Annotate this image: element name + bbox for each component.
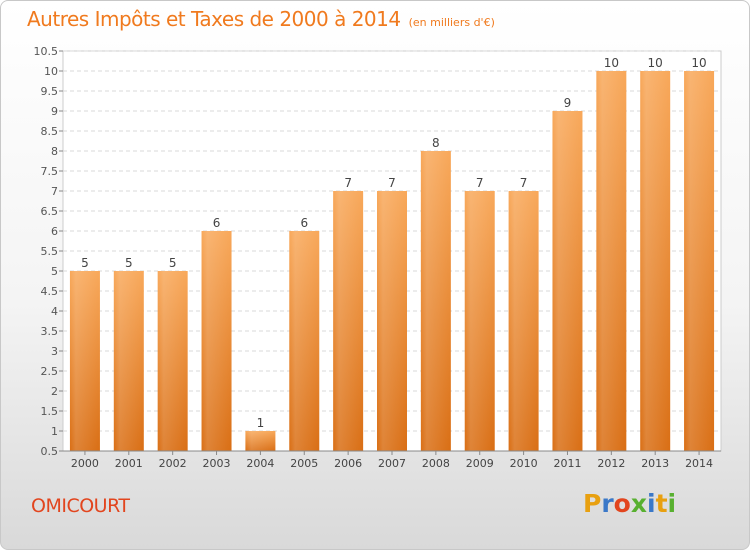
x-tick-label: 2001 [115, 457, 143, 470]
y-tick-label: 10 [44, 65, 58, 78]
bar-highlight [201, 231, 232, 451]
data-label: 10 [691, 56, 706, 70]
x-axis: 2000 2001 2002 2003 2004 2005 2006 2007 2008 2009… [63, 450, 721, 470]
x-tick-label: 2011 [553, 457, 581, 470]
y-tick-label: 3.5 [41, 325, 59, 338]
logo-letter: r [601, 489, 614, 518]
data-label: 6 [213, 216, 221, 230]
proxiti-logo: Proxiti [583, 489, 676, 518]
chart-subtitle: (en milliers d'€) [408, 16, 495, 29]
logo-letter: i [667, 489, 677, 518]
bar-highlight [552, 111, 583, 451]
y-tick-label: 5 [51, 265, 58, 278]
x-tick-label: 2005 [290, 457, 318, 470]
x-tick-label: 2013 [641, 457, 669, 470]
bar-highlight [684, 71, 715, 451]
y-tick-label: 8.5 [41, 125, 59, 138]
bar-highlight [420, 151, 451, 451]
bar-highlight [333, 191, 364, 451]
y-tick-label: 6.5 [41, 205, 59, 218]
bar-highlight [157, 271, 188, 451]
bar-highlight [377, 191, 407, 451]
y-tick-label: 6 [51, 225, 58, 238]
x-tick-label: 2014 [685, 457, 713, 470]
logo-letter: o [613, 489, 631, 518]
x-tick-label: 2000 [71, 457, 99, 470]
x-tick-label: 2004 [246, 457, 274, 470]
bar-highlight [113, 271, 144, 451]
x-tick-label: 2008 [422, 457, 450, 470]
y-tick-label: 3 [51, 345, 58, 358]
logo-letter: i [647, 489, 656, 518]
y-tick-label: 7 [51, 185, 58, 198]
bar-highlight [596, 71, 627, 451]
y-tick-label: 2 [51, 385, 58, 398]
data-label: 7 [344, 176, 352, 190]
data-label: 5 [169, 256, 177, 270]
data-label: 7 [388, 176, 396, 190]
bar-highlight [245, 431, 276, 451]
y-axis: 0.5 1 1.5 2 2.5 3 3.5 4 4.5 5 5.5 6 6.5 7 7.5 8 8.5 9 9.5 1… [34, 45, 63, 458]
y-tick-label: 1.5 [41, 405, 59, 418]
logo-letter: t [655, 489, 668, 518]
y-tick-label: 9.5 [41, 85, 59, 98]
data-label: 10 [604, 56, 619, 70]
data-label: 7 [520, 176, 528, 190]
data-label: 8 [432, 136, 440, 150]
bar-highlight [464, 191, 495, 451]
bar-highlight [640, 71, 671, 451]
data-label: 9 [564, 96, 572, 110]
x-tick-label: 2003 [203, 457, 231, 470]
data-label: 1 [257, 416, 265, 430]
commune-name: OMICOURT [31, 495, 130, 517]
y-tick-label: 4 [51, 305, 58, 318]
data-label: 5 [125, 256, 133, 270]
y-tick-label: 4.5 [41, 285, 59, 298]
x-tick-label: 2009 [466, 457, 494, 470]
bars: 5 5 5 6 1 6 7 7 8 7 7 9 10 10 10 [69, 56, 715, 451]
bar-highlight [69, 271, 100, 451]
y-tick-label: 8 [51, 145, 58, 158]
data-label: 7 [476, 176, 484, 190]
chart-title-block: Autres Impôts et Taxes de 2000 à 2014 (en… [27, 7, 495, 31]
bar-highlight [289, 231, 320, 451]
y-tick-label: 9 [51, 105, 58, 118]
x-tick-label: 2012 [597, 457, 625, 470]
y-tick-label: 10.5 [34, 45, 59, 58]
x-tick-label: 2002 [159, 457, 187, 470]
y-tick-label: 1 [51, 425, 58, 438]
y-tick-label: 0.5 [41, 445, 59, 458]
bar-highlight [508, 191, 539, 451]
logo-letter: P [583, 489, 602, 518]
chart-title: Autres Impôts et Taxes de 2000 à 2014 [27, 7, 401, 31]
data-label: 6 [300, 216, 308, 230]
y-tick-label: 5.5 [41, 245, 59, 258]
data-label: 5 [81, 256, 89, 270]
x-tick-label: 2010 [510, 457, 538, 470]
logo-letter: x [630, 489, 647, 518]
y-tick-label: 2.5 [41, 365, 59, 378]
x-tick-label: 2006 [334, 457, 362, 470]
y-tick-label: 7.5 [41, 165, 59, 178]
x-tick-label: 2007 [378, 457, 406, 470]
data-label: 10 [648, 56, 663, 70]
